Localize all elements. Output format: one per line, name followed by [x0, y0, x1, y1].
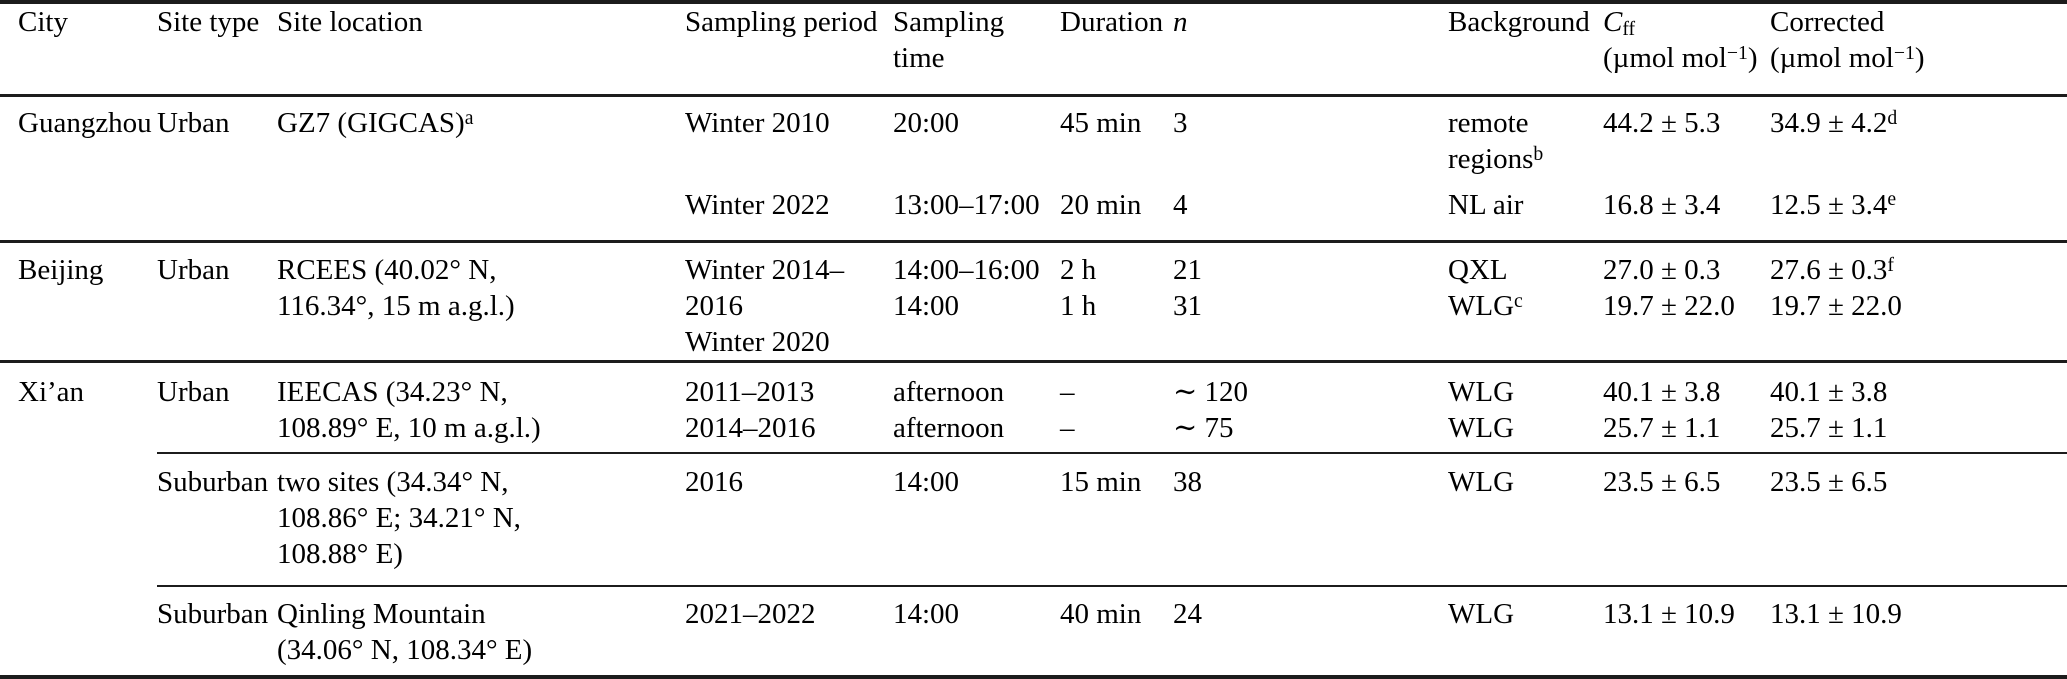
cell-sampling_time: 20:00 [893, 107, 960, 139]
cell-cff: 16.8 ± 3.4 [1603, 188, 1721, 221]
cell-n: 38 [1173, 452, 1448, 587]
cell-site_type: Urban [157, 107, 230, 139]
cell-cff: 27.0 ± 0.3 19.7 ± 22.0 [1603, 254, 1735, 322]
cell-site_location: Qinling Mountain (34.06° N, 108.34° E) [277, 597, 533, 666]
cell-duration: 40 min [1060, 597, 1142, 630]
cell-corrected: 12.5 ± 3.4e [1770, 188, 1897, 221]
cell-city [0, 183, 157, 242]
cell-duration: 20 min [1060, 188, 1142, 221]
cell-site_type: Suburban [157, 597, 269, 630]
header-row: City Site type Site location Sampling perio… [0, 2, 2067, 96]
cell-background: QXL WLGc [1448, 254, 1523, 322]
table-row: Winter 2022 13:00–17:00 20 min 4 NL air 16.8 … [0, 183, 2067, 242]
column-header-cff: Cff (µmol mol−1) [1603, 6, 1758, 74]
cell-corrected: 13.1 ± 10.9 [1770, 597, 1902, 630]
cell-city [0, 453, 157, 586]
cell-corrected: 40.1 ± 3.8 25.7 ± 1.1 [1770, 361, 2067, 454]
cell-duration: – – [1060, 361, 1173, 454]
cell-sampling_time: 13:00–17:00 [893, 188, 1040, 221]
cell-n: 4 [1173, 188, 1188, 221]
column-header-sampling_time: Sampling time [893, 6, 1005, 74]
column-header-sampling_period: Sampling period [685, 6, 878, 38]
cell-background: WLG [1448, 597, 1515, 630]
cell-site_location: GZ7 (GIGCAS)a [277, 106, 474, 139]
cell-corrected: 27.6 ± 0.3f 19.7 ± 22.0 [1770, 253, 1902, 322]
table-row: Suburban two sites (34.34° N, 108.86° E; 3… [0, 452, 2067, 587]
cell-n: ∼ 120 ∼ 75 [1173, 361, 1448, 454]
cell-background: WLG [1448, 452, 1603, 587]
cell-n: 21 31 [1173, 254, 1202, 322]
cell-sampling_period: Winter 2022 [685, 188, 830, 221]
cell-sampling_period: Winter 2014–2016 Winter 2020 [685, 254, 845, 358]
cell-site_location: two sites (34.34° N, 108.86° E; 34.21° N,… [277, 452, 685, 587]
cell-site_type: Urban [157, 361, 277, 454]
table-row: Beijing Urban RCEES (40.02° N, 116.34°, 15 … [0, 242, 2067, 362]
cell-cff: 13.1 ± 10.9 [1603, 597, 1735, 630]
cell-site_location: IEECAS (34.23° N, 108.89° E, 10 m a.g.l.) [277, 361, 685, 454]
cell-n: 3 [1173, 107, 1188, 139]
cell-background: NL air [1448, 188, 1524, 221]
column-header-site_location: Site location [277, 6, 423, 38]
column-header-duration: Duration [1060, 6, 1164, 38]
table-row: Guangzhou Urban GZ7 (GIGCAS)a Winter 2010 20… [0, 96, 2067, 183]
cell-sampling_period: Winter 2010 [685, 107, 830, 139]
cell-site_location: RCEES (40.02° N, 116.34°, 15 m a.g.l.) [277, 254, 515, 322]
cell-corrected: 34.9 ± 4.2d [1770, 106, 1898, 139]
cell-sampling_period: 2021–2022 [685, 597, 816, 630]
column-header-corrected: Corrected (µmol mol−1) [1770, 6, 1925, 74]
cell-sampling_time: 14:00–16:00 14:00 [893, 254, 1040, 322]
cell-city [0, 586, 157, 677]
cell-background: remote regionsb [1448, 107, 1544, 175]
cell-sampling_time: 14:00 [893, 452, 1060, 587]
cell-cff: 23.5 ± 6.5 [1603, 452, 1770, 587]
cell-site_type: Suburban [157, 452, 277, 587]
cell-corrected: 23.5 ± 6.5 [1770, 452, 2067, 587]
column-header-site_type: Site type [157, 6, 260, 38]
table-row: Suburban Qinling Mountain (34.06° N, 108.3… [0, 586, 2067, 677]
cell-city: Beijing [18, 254, 104, 286]
cell-cff: 44.2 ± 5.3 [1603, 107, 1721, 139]
cell-cff: 40.1 ± 3.8 25.7 ± 1.1 [1603, 361, 1770, 454]
column-header-n: n [1173, 6, 1188, 38]
cell-sampling_period: 2011–2013 2014–2016 [685, 361, 893, 454]
cell-city: Xi’an [18, 376, 85, 408]
table-row: Xi’an Urban IEECAS (34.23° N, 108.89° E, 10… [0, 361, 2067, 454]
column-header-background: Background [1448, 6, 1590, 38]
cell-site_type: Urban [157, 254, 230, 286]
cell-city: Guangzhou [18, 107, 152, 139]
cell-sampling_period: 2016 [685, 452, 893, 587]
cell-sampling_time: 14:00 [893, 597, 960, 630]
cell-sampling_time: afternoon afternoon [893, 361, 1060, 454]
table-body: Guangzhou Urban GZ7 (GIGCAS)a Winter 2010 20… [0, 96, 2067, 677]
cell-duration: 15 min [1060, 452, 1173, 587]
table-header: City Site type Site location Sampling perio… [0, 2, 2067, 96]
cell-site_location [277, 183, 685, 242]
cell-site_type [157, 183, 277, 242]
cell-duration: 45 min [1060, 107, 1142, 139]
cell-background: WLG WLG [1448, 361, 1603, 454]
cell-n: 24 [1173, 597, 1202, 630]
column-header-city: City [18, 6, 68, 38]
